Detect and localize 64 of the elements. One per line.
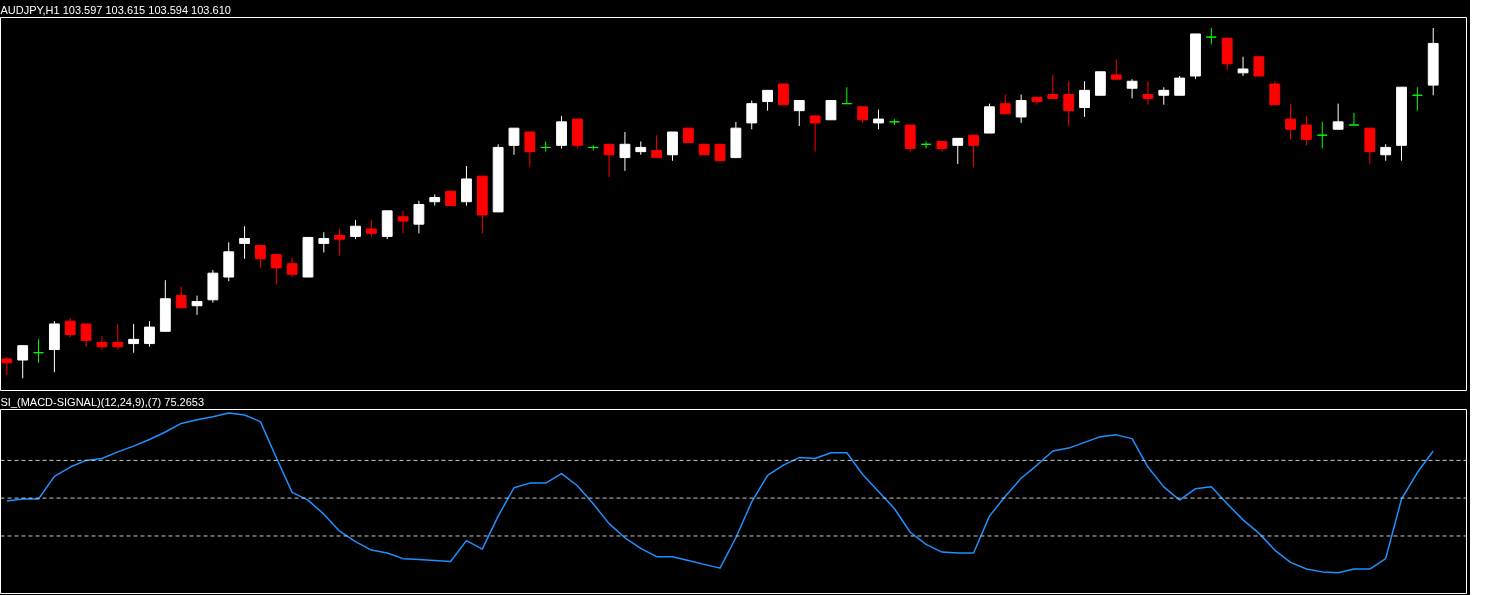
candlestick [999, 94, 1011, 115]
candlestick [587, 144, 599, 152]
candlestick [112, 323, 124, 351]
candlestick [904, 124, 916, 153]
candlestick [1237, 56, 1249, 77]
candlestick [746, 100, 758, 130]
candlestick [1, 356, 13, 376]
candlestick [64, 317, 76, 338]
candlestick [809, 115, 821, 153]
candlestick [1015, 94, 1027, 124]
candlestick [1411, 86, 1423, 112]
candlestick [1332, 103, 1344, 130]
candlestick [1253, 56, 1265, 77]
candlestick [651, 134, 663, 159]
candlestick [619, 131, 631, 172]
candlestick [841, 86, 853, 105]
candlestick [793, 100, 805, 127]
candlestick [556, 115, 567, 149]
candlestick [270, 254, 282, 285]
candlestick [524, 131, 536, 168]
candlestick [540, 140, 552, 153]
candlestick [1142, 80, 1154, 106]
candlestick [350, 219, 361, 240]
candlestick [1316, 121, 1328, 149]
candlestick [1364, 127, 1376, 165]
candlestick [96, 335, 108, 351]
candlestick [413, 200, 425, 234]
candlestick [1047, 74, 1059, 99]
candlestick [968, 134, 980, 168]
candlestick [1285, 103, 1296, 140]
candlestick [1063, 80, 1075, 127]
candlestick [825, 100, 837, 121]
candlestick [1079, 80, 1090, 118]
candlestick [1301, 115, 1312, 146]
candlestick [952, 137, 964, 165]
candlestick [1110, 59, 1122, 80]
candlestick [920, 140, 932, 149]
candlestick [255, 245, 266, 269]
candlestick [603, 143, 615, 178]
candlestick [191, 295, 203, 316]
candlestick [239, 225, 250, 260]
candlestick [397, 210, 409, 234]
candlestick [175, 285, 187, 309]
candlestick [33, 338, 44, 364]
candlestick [1126, 78, 1138, 99]
candlestick [17, 345, 29, 379]
chart-title: SI_(MACD-SIGNAL)(12,24,9),(7) 75.2653 [0, 396, 205, 408]
candlestick [1094, 71, 1106, 96]
candlestick [1269, 80, 1281, 106]
candlestick [80, 323, 92, 348]
candlestick [334, 228, 346, 257]
candlestick [873, 109, 884, 130]
candlestick [1174, 75, 1186, 96]
candlestick [1348, 112, 1360, 126]
candlestick [461, 165, 472, 207]
candlestick [318, 231, 330, 254]
chart-title: AUDJPY,H1 103.597 103.615 103.594 103.610 [0, 4, 231, 16]
candlestick [667, 131, 678, 162]
candlestick [508, 127, 520, 156]
candlestick [762, 89, 773, 112]
candlestick [286, 257, 298, 278]
candlestick [778, 83, 789, 106]
candlestick [144, 320, 155, 348]
candlestick [128, 323, 140, 354]
